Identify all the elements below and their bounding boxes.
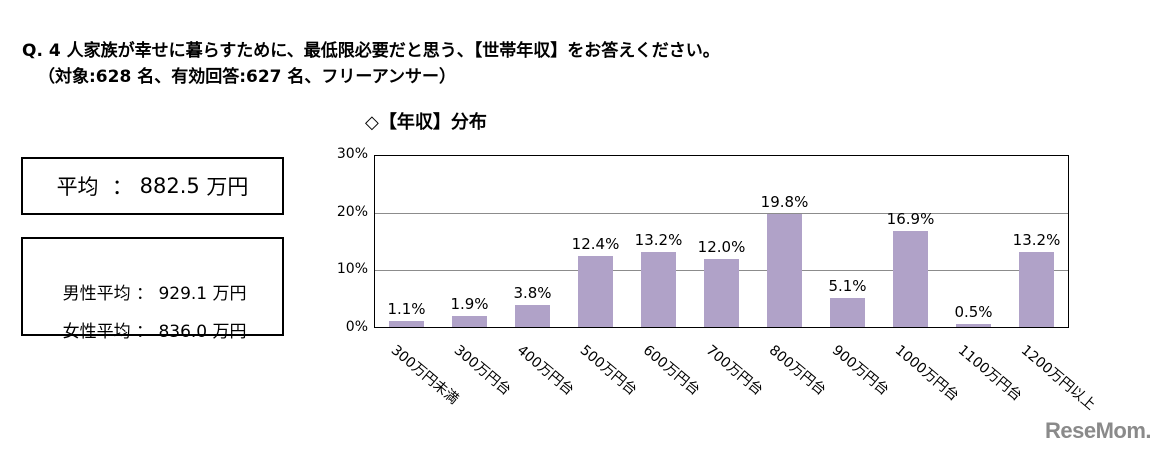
male-average-label: 男性平均 [62,284,131,304]
separator: ： [111,175,133,199]
x-tick-label: 800万円台 [765,342,829,399]
y-tick-label: 20% [336,203,368,220]
female-average-row: 女性平均 ： 836.0 万円 [41,297,247,362]
bar [578,256,613,327]
separator: ： [136,322,154,342]
overall-average-value: 882.5 [139,174,200,198]
y-tick-label: 30% [336,146,368,162]
x-tick-label: 400万円台 [513,342,577,399]
bar [767,214,802,327]
x-tick-label: 1200万円以上 [1017,342,1098,414]
bar-value-label: 3.8% [513,284,552,303]
bar [389,320,424,327]
overall-average-label: 平均 [56,175,99,199]
bar-value-label: 1.1% [387,299,426,318]
question-text: Q. 4 人家族が幸せに暮らすために、最低限必要だと思う、【世帯年収】をお答えく… [22,41,720,61]
male-average-unit: 万円 [212,284,247,304]
bar-value-label: 13.2% [1012,230,1061,249]
female-average-value: 836.0 [158,322,208,342]
y-tick-label: 10% [336,261,368,278]
chart-title: ◇【年収】分布 [365,112,487,133]
plot-area [374,155,1069,328]
watermark-logo: ReseMom. [1045,418,1152,443]
gender-average-box: 男性平均 ： 929.1 万円 女性平均 ： 836.0 万円 [21,237,284,342]
male-average-value: 929.1 [158,284,208,304]
bar-value-label: 1.9% [450,295,489,314]
y-tick-label: 0% [345,319,368,335]
bar [1019,251,1054,327]
x-tick-label: 500万円台 [576,342,640,399]
female-average-unit: 万円 [212,322,247,342]
bar-value-label: 0.5% [954,303,993,322]
bar-value-label: 12.0% [697,237,746,256]
bar-value-label: 19.8% [760,193,809,212]
bar [893,230,928,327]
bar-value-label: 5.1% [828,276,867,295]
bar-value-label: 16.9% [886,209,935,228]
x-tick-label: 600万円台 [639,342,703,399]
bar [830,297,865,327]
x-tick-label: 300万円未満 [387,342,461,408]
female-average-label: 女性平均 [62,322,131,342]
overall-average-unit: 万円 [206,175,249,199]
bar [704,258,739,327]
bar [515,305,550,327]
x-tick-label: 900万円台 [828,342,892,399]
separator: ： [136,284,154,304]
bar [641,251,676,327]
bar-value-label: 12.4% [571,235,620,254]
x-tick-label: 1000万円台 [891,342,962,405]
gridline [375,213,1068,214]
overall-average-box: 平均 ： 882.5 万円 [21,157,284,215]
respondent-note: （対象:628 名、有効回答:627 名、フリーアンサー） [38,67,457,87]
x-tick-label: 700万円台 [702,342,766,399]
bar [956,324,991,327]
bar-value-label: 13.2% [634,230,683,249]
bar [452,316,487,327]
x-tick-label: 1100万円台 [954,342,1025,405]
male-average-row: 男性平均 ： 929.1 万円 [41,259,247,324]
